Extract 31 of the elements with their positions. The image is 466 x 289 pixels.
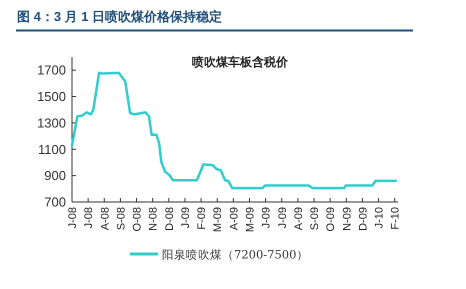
chart-title: 图 4：3 月 1 日喷吹煤价格保持稳定	[17, 9, 222, 24]
x-tick-label: N-09	[341, 207, 354, 231]
y-tick-label: 1500	[37, 89, 66, 104]
x-tick-label: F-09	[196, 207, 208, 230]
line-series	[70, 72, 398, 190]
y-tick-label: 900	[44, 168, 66, 184]
y-tick-label: 1300	[37, 115, 66, 130]
x-tick-label: J-09	[276, 207, 289, 228]
x-tick-label: S-08	[115, 207, 128, 230]
chart-subtitle: 喷吹煤车板含税价	[192, 55, 289, 69]
x-tick-label: O-09	[325, 207, 338, 232]
legend-label: 阳泉喷吹煤（7200-7500）	[162, 248, 308, 262]
x-tick-label: J-09	[180, 207, 192, 228]
x-tick-label: M-09	[212, 207, 224, 232]
x-tick-label: M-09	[244, 207, 256, 232]
x-tick-label: S-09	[309, 207, 322, 230]
x-tick-label: A-09	[228, 207, 240, 230]
x-tick-label: O-08	[132, 207, 144, 232]
x-tick-label: J-09	[260, 207, 273, 228]
x-tick-label: J-10	[374, 207, 386, 228]
x-tick-label: N-08	[148, 207, 160, 231]
x-tick-label: D-08	[164, 207, 176, 231]
y-tick-label: 1700	[37, 62, 66, 78]
x-tick-label: A-08	[99, 207, 112, 230]
x-tick-label: J-08	[67, 207, 79, 228]
y-tick-label: 1100	[38, 142, 66, 157]
x-tick-label: J-08	[83, 207, 96, 228]
y-tick-label: 700	[44, 194, 66, 210]
x-tick-label: D-09	[357, 207, 370, 231]
x-tick-label: F-10	[390, 207, 402, 230]
x-tick-label: A-09	[292, 207, 305, 230]
